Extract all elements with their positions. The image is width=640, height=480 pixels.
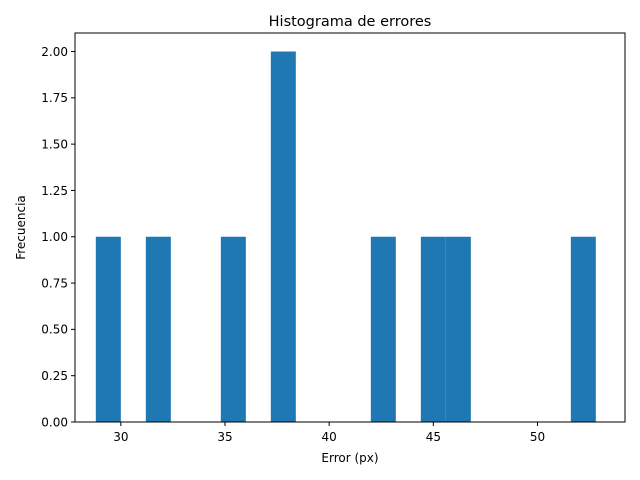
y-tick-label-3: 0.50	[41, 323, 68, 337]
y-tick-label-6: 1.25	[41, 184, 68, 198]
histogram-bar-4	[270, 51, 296, 423]
histogram-bar-8	[570, 236, 596, 422]
y-tick-label-4: 0.75	[41, 276, 68, 290]
bars-group	[95, 51, 596, 423]
y-axis-ticks: 0.00 0.25 0.50 0.75 1.00 1.25 1.50 1.75 2.00	[41, 45, 75, 429]
histogram-bar-5	[370, 236, 396, 422]
y-tick-label-9: 2.00	[41, 45, 68, 59]
y-tick-label-2: 0.25	[41, 369, 68, 383]
x-axis-ticks: 30 35 40 45 50	[113, 422, 545, 444]
histogram-bar-6	[420, 236, 446, 422]
histogram-bar-1	[95, 236, 121, 422]
y-axis-title: Frecuencia	[14, 195, 28, 260]
x-tick-label-3: 40	[322, 430, 337, 444]
y-tick-label-5: 1.00	[41, 230, 68, 244]
x-axis-title: Error (px)	[321, 451, 378, 465]
x-tick-label-4: 45	[426, 430, 441, 444]
histogram-bar-7	[445, 236, 471, 422]
x-tick-label-5: 50	[530, 430, 545, 444]
x-tick-label-2: 35	[217, 430, 232, 444]
histogram-bar-2	[145, 236, 171, 422]
y-tick-label-8: 1.75	[41, 91, 68, 105]
plot-frame	[74, 32, 626, 423]
chart-title: Histograma de errores	[269, 14, 432, 30]
y-tick-label-1: 0.00	[41, 415, 68, 429]
x-tick-label-1: 30	[113, 430, 128, 444]
y-tick-label-7: 1.50	[41, 137, 68, 151]
histogram-bar-3	[220, 236, 246, 422]
